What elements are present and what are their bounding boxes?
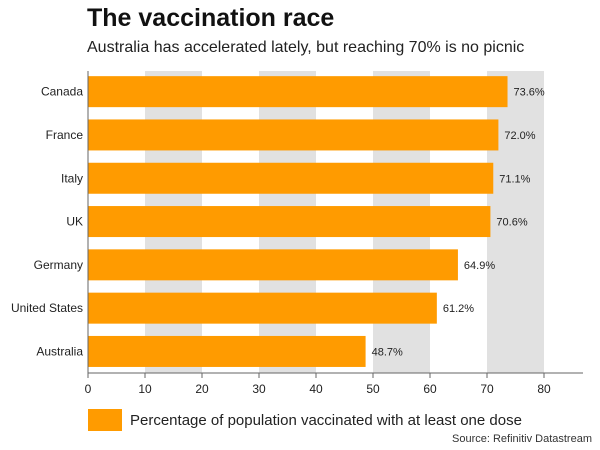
bar	[88, 206, 491, 238]
x-tick-label: 20	[195, 382, 209, 396]
category-label: UK	[66, 215, 83, 229]
value-label: 72.0%	[504, 130, 535, 142]
category-label: France	[46, 128, 84, 142]
bar	[88, 76, 508, 108]
x-tick-label: 70	[480, 382, 494, 396]
category-label: Canada	[41, 85, 83, 99]
chart-subtitle: Australia has accelerated lately, but re…	[87, 39, 525, 56]
x-tick-label: 40	[309, 382, 323, 396]
bar	[88, 162, 494, 194]
x-tick-label: 80	[537, 382, 551, 396]
category-label: Australia	[36, 344, 83, 358]
x-tick-label: 10	[138, 382, 152, 396]
value-label: 71.1%	[499, 173, 530, 185]
category-label: Germany	[34, 258, 83, 272]
bar	[88, 249, 458, 281]
x-tick-label: 0	[85, 382, 92, 396]
value-label: 70.6%	[496, 217, 527, 229]
category-label: United States	[11, 301, 83, 315]
x-tick-label: 50	[366, 382, 380, 396]
legend-swatch	[88, 409, 122, 431]
legend-label: Percentage of population vaccinated with…	[130, 411, 522, 429]
bar	[88, 292, 437, 324]
x-tick-label: 30	[252, 382, 266, 396]
category-label: Italy	[61, 171, 83, 185]
bar	[88, 335, 366, 367]
source-note: Source: Refinitiv Datastream	[452, 433, 592, 445]
value-label: 61.2%	[443, 303, 474, 315]
value-label: 73.6%	[514, 87, 545, 99]
value-label: 64.9%	[464, 260, 495, 272]
chart-title: The vaccination race	[87, 4, 335, 32]
x-tick-label: 60	[423, 382, 437, 396]
bar	[88, 119, 499, 151]
value-label: 48.7%	[372, 346, 403, 358]
legend: Percentage of population vaccinated with…	[88, 409, 522, 431]
